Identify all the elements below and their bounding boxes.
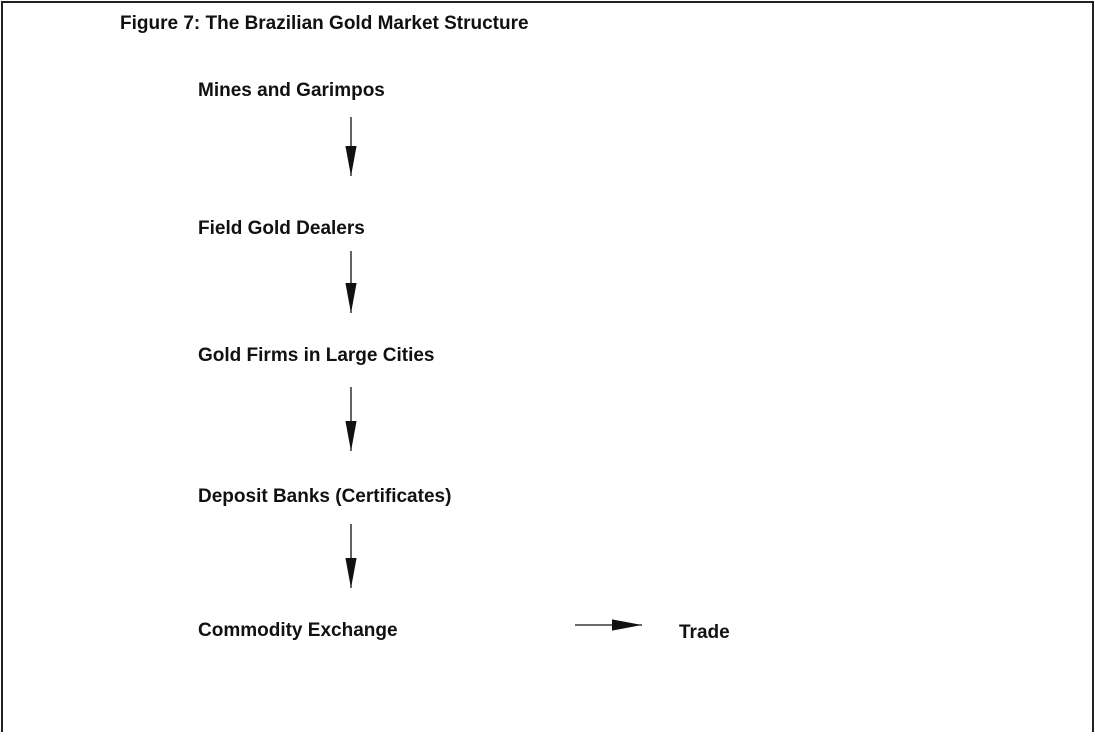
node-label: Gold Firms in Large Cities: [198, 345, 435, 366]
node-label: Mines and Garimpos: [198, 80, 385, 101]
node-label: Deposit Banks (Certificates): [198, 486, 451, 507]
arrows: [345, 117, 642, 631]
node-label: Field Gold Dealers: [198, 218, 365, 239]
title: Figure 7: The Brazilian Gold Market Stru…: [120, 13, 529, 34]
node-label: Commodity Exchange: [198, 620, 398, 641]
node-label: Trade: [679, 622, 730, 643]
